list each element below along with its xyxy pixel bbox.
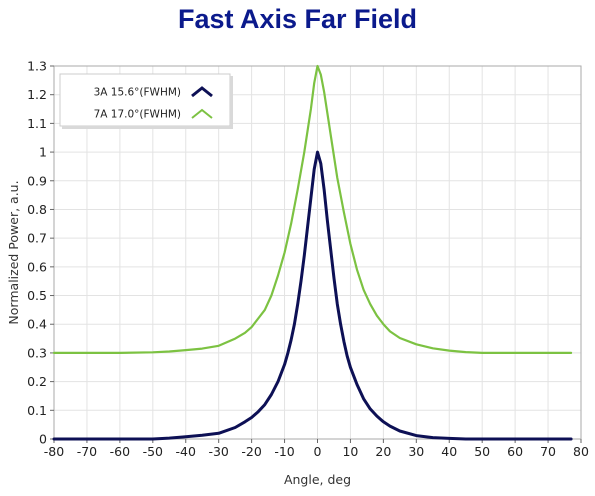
x-tick-label: 40 [441,444,457,459]
x-tick-label: 60 [507,444,523,459]
series-layer [52,64,573,441]
y-tick-label: 0 [39,432,47,447]
x-tick-label: 50 [474,444,490,459]
y-tick-label: 0.2 [27,374,47,389]
y-tick-label: 0.7 [27,231,47,246]
x-tick-label: -40 [176,444,196,459]
y-tick-label: 0.6 [27,259,47,274]
y-tick-label: 1.2 [27,87,47,102]
x-tick-label: 20 [375,444,391,459]
y-tick-label: 0.5 [27,288,47,303]
y-tick-label: 0.1 [27,403,47,418]
x-tick-label: 70 [540,444,556,459]
tick-labels: -80 -70 -60 -50 -40 -30 -20 -10 0 10 20 30 40 50 60 70 8… [27,59,589,460]
y-tick-label: 1 [39,145,47,160]
y-tick-label: 0.3 [27,345,47,360]
y-axis-label: Normalized Power, a.u. [6,180,21,324]
x-tick-label: -50 [143,444,163,459]
series-line-2 [52,64,573,354]
legend-swatch-1 [191,86,213,98]
x-tick-label: -20 [241,444,261,459]
legend-shadow [62,126,233,129]
legend-swatch-2 [191,108,213,119]
x-tick-label: -30 [208,444,228,459]
x-tick-label: -70 [77,444,97,459]
y-tick-label: 0.8 [27,202,47,217]
legend: 3A 15.6°(FWHM) 7A 17.0°(FWHM) [59,73,233,129]
x-tick-label: 0 [314,444,322,459]
x-tick-label: 80 [573,444,589,459]
x-tick-label: 10 [342,444,358,459]
chart-title: Fast Axis Far Field [177,4,418,34]
legend-shadow [230,76,233,128]
series-line-1 [52,150,573,441]
x-tick-label: 30 [408,444,424,459]
x-tick-label: -10 [274,444,294,459]
y-tick-label: 1.1 [27,116,47,131]
x-tick-label: -80 [44,444,64,459]
y-tick-label: 0.9 [27,173,47,188]
x-tick-label: -60 [110,444,130,459]
y-tick-label: 0.4 [27,317,47,332]
legend-label-2: 7A 17.0°(FWHM) [94,109,181,121]
y-tick-label: 1.3 [27,59,47,74]
legend-label-1: 3A 15.6°(FWHM) [94,87,181,99]
x-axis-label: Angle, deg [284,472,351,487]
